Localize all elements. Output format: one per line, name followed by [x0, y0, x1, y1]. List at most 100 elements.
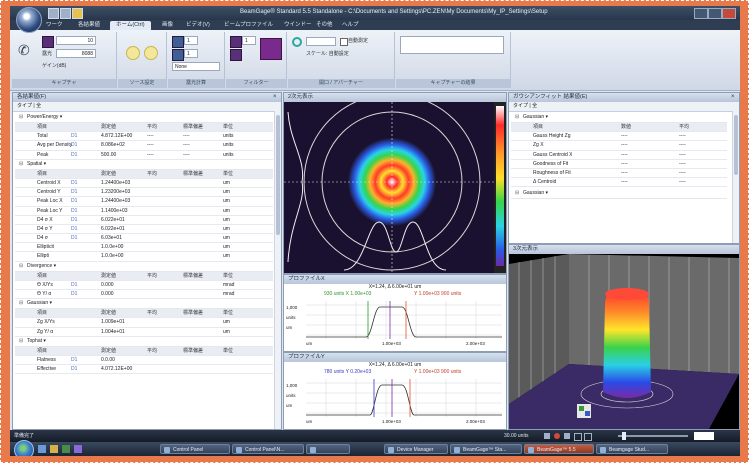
- filter-2-icon[interactable]: [172, 49, 184, 61]
- table-row[interactable]: Total 4.872.12E+00 ---- ---- units D1: [15, 132, 273, 142]
- table-row[interactable]: D4 σ X 6.022e+01 um D1: [15, 216, 273, 225]
- table-row[interactable]: Centroid Y 1.23200e+03 um D1: [15, 188, 273, 198]
- quicklaunch-app-icon[interactable]: [74, 445, 82, 453]
- table-row[interactable]: Zg X/Ys 1.009e+01 um: [15, 318, 273, 328]
- results-panel-close-icon[interactable]: ×: [273, 94, 277, 100]
- taskbar-item[interactable]: Beamgage Stud...: [596, 444, 668, 454]
- application-orb-icon[interactable]: [16, 7, 42, 33]
- table-row[interactable]: Peak 500.00 ---- ---- units D1: [15, 151, 273, 160]
- table-row[interactable]: Effective 4.072.12E+00 D1: [15, 365, 273, 375]
- table-row[interactable]: Gauss Height Zg ---- ----: [511, 132, 727, 142]
- maximize-button[interactable]: [708, 8, 722, 19]
- zoom-slider-track[interactable]: [618, 435, 688, 437]
- result-group-header[interactable]: ⊟ Power/Energy ▾: [15, 113, 273, 123]
- table-row[interactable]: Peak Loc Y 1.1400e+03 um D1: [15, 207, 273, 216]
- frame-icon[interactable]: [574, 433, 582, 441]
- tab-beam-profile[interactable]: ビームプロファイル: [224, 22, 274, 28]
- table-row[interactable]: Roughness of Fit ---- ----: [511, 169, 727, 179]
- tab-results[interactable]: 各結果値: [78, 22, 101, 28]
- table-row[interactable]: Ellipticit 1.0.0e+00 um: [15, 243, 273, 253]
- gaussian-group-header[interactable]: ⊟ Gaussian ▾: [511, 113, 727, 123]
- gaussian-scrollbar-thumb[interactable]: [734, 115, 738, 175]
- gaussian-toolbar[interactable]: タイプ | 全: [509, 102, 739, 112]
- taskbar-item[interactable]: BeamGage™ 5.5: [524, 444, 594, 454]
- table-row[interactable]: Avg per Density 8.086e+02 ---- ---- units D1: [15, 141, 273, 151]
- quick-folder-icon[interactable]: [72, 8, 83, 19]
- palette-icon[interactable]: [230, 36, 242, 48]
- mode-input-3[interactable]: 1: [242, 36, 256, 45]
- quick-save-icon[interactable]: [48, 8, 59, 19]
- table-row[interactable]: Flatness 0.0.00 D1: [15, 356, 273, 366]
- results-scrollbar-thumb[interactable]: [276, 115, 280, 235]
- table-row[interactable]: Ellipti 1.0.0e+00 um: [15, 252, 273, 262]
- table-row[interactable]: Gauss Centroid X ---- ----: [511, 151, 727, 160]
- result-group-header[interactable]: ⊟ Gaussian ▾: [15, 299, 273, 310]
- table-row[interactable]: D4 σ Y 6.022e+01 um D1: [15, 225, 273, 235]
- taskbar-item[interactable]: Control Panel\N...: [232, 444, 304, 454]
- collapse-icon[interactable]: ⊟: [19, 337, 24, 344]
- tab-work[interactable]: ワーク: [46, 22, 63, 28]
- tab-help[interactable]: ヘルプ: [342, 22, 359, 28]
- zoom-slider-thumb[interactable]: [622, 432, 626, 440]
- record-icon[interactable]: [554, 433, 560, 439]
- mode-input-2[interactable]: 1: [184, 49, 198, 58]
- collapse-icon[interactable]: ⊟: [19, 114, 24, 120]
- collapse-icon[interactable]: ⊟: [19, 262, 24, 269]
- gaussian-scrollbar[interactable]: [732, 111, 739, 243]
- table-row[interactable]: Peak Loc X 1.24400e+03 um D1: [15, 197, 273, 207]
- gaussian-footer-group[interactable]: ⊟ Gaussian ▾: [511, 189, 727, 200]
- profile-y-plot[interactable]: [306, 379, 502, 419]
- quick-open-icon[interactable]: [60, 8, 71, 19]
- beam-3d-view[interactable]: [509, 254, 739, 429]
- result-group-header[interactable]: ⊟ Tophat ▾: [15, 337, 273, 347]
- exposure-value-input[interactable]: 8088: [56, 49, 96, 58]
- exposure-input[interactable]: 10: [56, 36, 96, 45]
- taskbar-item[interactable]: Control Panel: [160, 444, 230, 454]
- aperture-icon[interactable]: [292, 37, 302, 47]
- profile-x-plot[interactable]: [306, 301, 502, 341]
- aperture-input[interactable]: [306, 37, 336, 46]
- stop-icon[interactable]: [564, 433, 570, 439]
- source-led-2-icon[interactable]: [144, 46, 158, 60]
- source-led-icon[interactable]: [126, 46, 140, 60]
- taskbar-item[interactable]: BeamGage™ Sta...: [450, 444, 522, 454]
- collapse-icon[interactable]: ⊟: [19, 300, 24, 307]
- table-row[interactable]: Zg Y/ α 1.004e+01 um: [15, 328, 273, 337]
- table-row[interactable]: Δ Centroid ---- ----: [511, 178, 727, 188]
- table-row[interactable]: D4 σ 6.03e+01 um D1: [15, 234, 273, 244]
- beam-2d-view[interactable]: [284, 102, 506, 273]
- scale-option-label[interactable]: スケール: 自動設定: [306, 51, 349, 57]
- minimize-button[interactable]: [694, 8, 708, 19]
- quicklaunch-media-icon[interactable]: [62, 445, 70, 453]
- phone-icon[interactable]: ✆: [18, 42, 30, 58]
- table-row[interactable]: Θ X/Ys 0.000 mrad D1: [15, 281, 273, 290]
- collapse-icon[interactable]: ⊟: [19, 160, 24, 167]
- capture-result-field[interactable]: [400, 36, 504, 54]
- palette-2-icon[interactable]: [230, 49, 242, 61]
- auto-measure-checkbox[interactable]: [340, 38, 348, 46]
- result-group-header[interactable]: ⊟ Spatial ▾: [15, 160, 273, 170]
- table-row[interactable]: Θ Y/ α 0.000 mrad D1: [15, 290, 273, 300]
- gaussian-panel-close-icon[interactable]: ×: [731, 94, 735, 100]
- source-select[interactable]: None: [172, 62, 220, 71]
- result-group-header[interactable]: ⊟ Divergence ▾: [15, 262, 273, 272]
- filter-icon[interactable]: [172, 36, 184, 48]
- taskbar-item[interactable]: [306, 444, 350, 454]
- tab-other[interactable]: その他: [316, 22, 333, 28]
- results-scrollbar[interactable]: [274, 111, 281, 429]
- tab-video[interactable]: ビデオ(V): [186, 22, 210, 28]
- tab-window[interactable]: ウインドー: [284, 22, 312, 28]
- quicklaunch-ie-icon[interactable]: [38, 445, 46, 453]
- grid-icon[interactable]: [584, 433, 592, 441]
- table-row[interactable]: Centroid X 1.24400e+03 um D1: [15, 179, 273, 189]
- mode-input-1[interactable]: 1: [184, 36, 198, 45]
- tab-image[interactable]: 画像: [162, 22, 174, 28]
- table-row[interactable]: Goodness of Fit ---- ----: [511, 160, 727, 169]
- beam-display-icon[interactable]: [260, 38, 282, 60]
- zoom-input[interactable]: [694, 432, 714, 440]
- tab-home[interactable]: ホーム(Ctrl): [110, 21, 151, 30]
- results-toolbar[interactable]: タイプ | 全: [13, 102, 281, 112]
- taskbar-item[interactable]: Device Manager: [384, 444, 448, 454]
- play-icon[interactable]: [544, 433, 550, 439]
- start-orb-icon[interactable]: [14, 440, 34, 456]
